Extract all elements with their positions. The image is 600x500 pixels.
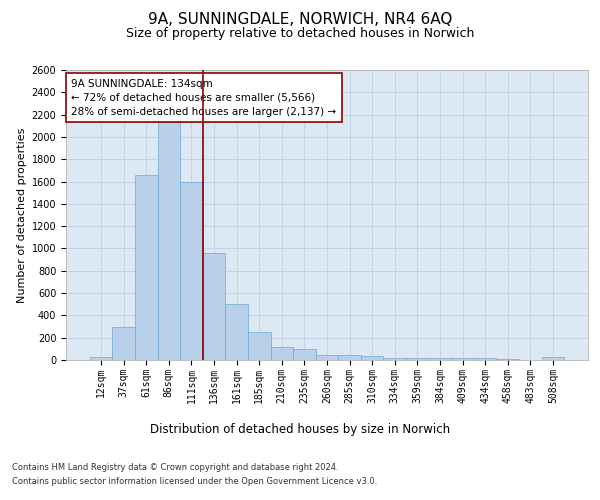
Bar xyxy=(383,358,406,360)
Bar xyxy=(112,326,135,360)
Bar xyxy=(451,358,474,360)
Bar xyxy=(90,357,112,360)
Text: Contains public sector information licensed under the Open Government Licence v3: Contains public sector information licen… xyxy=(12,477,377,486)
Bar xyxy=(271,346,293,360)
Bar xyxy=(338,354,361,360)
Bar xyxy=(542,357,564,360)
Bar xyxy=(180,182,203,360)
Bar xyxy=(226,304,248,360)
Bar xyxy=(248,332,271,360)
Bar xyxy=(316,354,338,360)
Text: 9A, SUNNINGDALE, NORWICH, NR4 6AQ: 9A, SUNNINGDALE, NORWICH, NR4 6AQ xyxy=(148,12,452,28)
Bar xyxy=(158,122,180,360)
Text: Contains HM Land Registry data © Crown copyright and database right 2024.: Contains HM Land Registry data © Crown c… xyxy=(12,464,338,472)
Bar xyxy=(361,356,383,360)
Bar xyxy=(293,349,316,360)
Bar xyxy=(203,253,226,360)
Text: 9A SUNNINGDALE: 134sqm
← 72% of detached houses are smaller (5,566)
28% of semi-: 9A SUNNINGDALE: 134sqm ← 72% of detached… xyxy=(71,78,337,116)
Bar xyxy=(474,358,496,360)
Y-axis label: Number of detached properties: Number of detached properties xyxy=(17,128,28,302)
Bar xyxy=(406,358,428,360)
Bar xyxy=(135,175,158,360)
Bar xyxy=(428,358,451,360)
Text: Size of property relative to detached houses in Norwich: Size of property relative to detached ho… xyxy=(126,28,474,40)
Text: Distribution of detached houses by size in Norwich: Distribution of detached houses by size … xyxy=(150,422,450,436)
